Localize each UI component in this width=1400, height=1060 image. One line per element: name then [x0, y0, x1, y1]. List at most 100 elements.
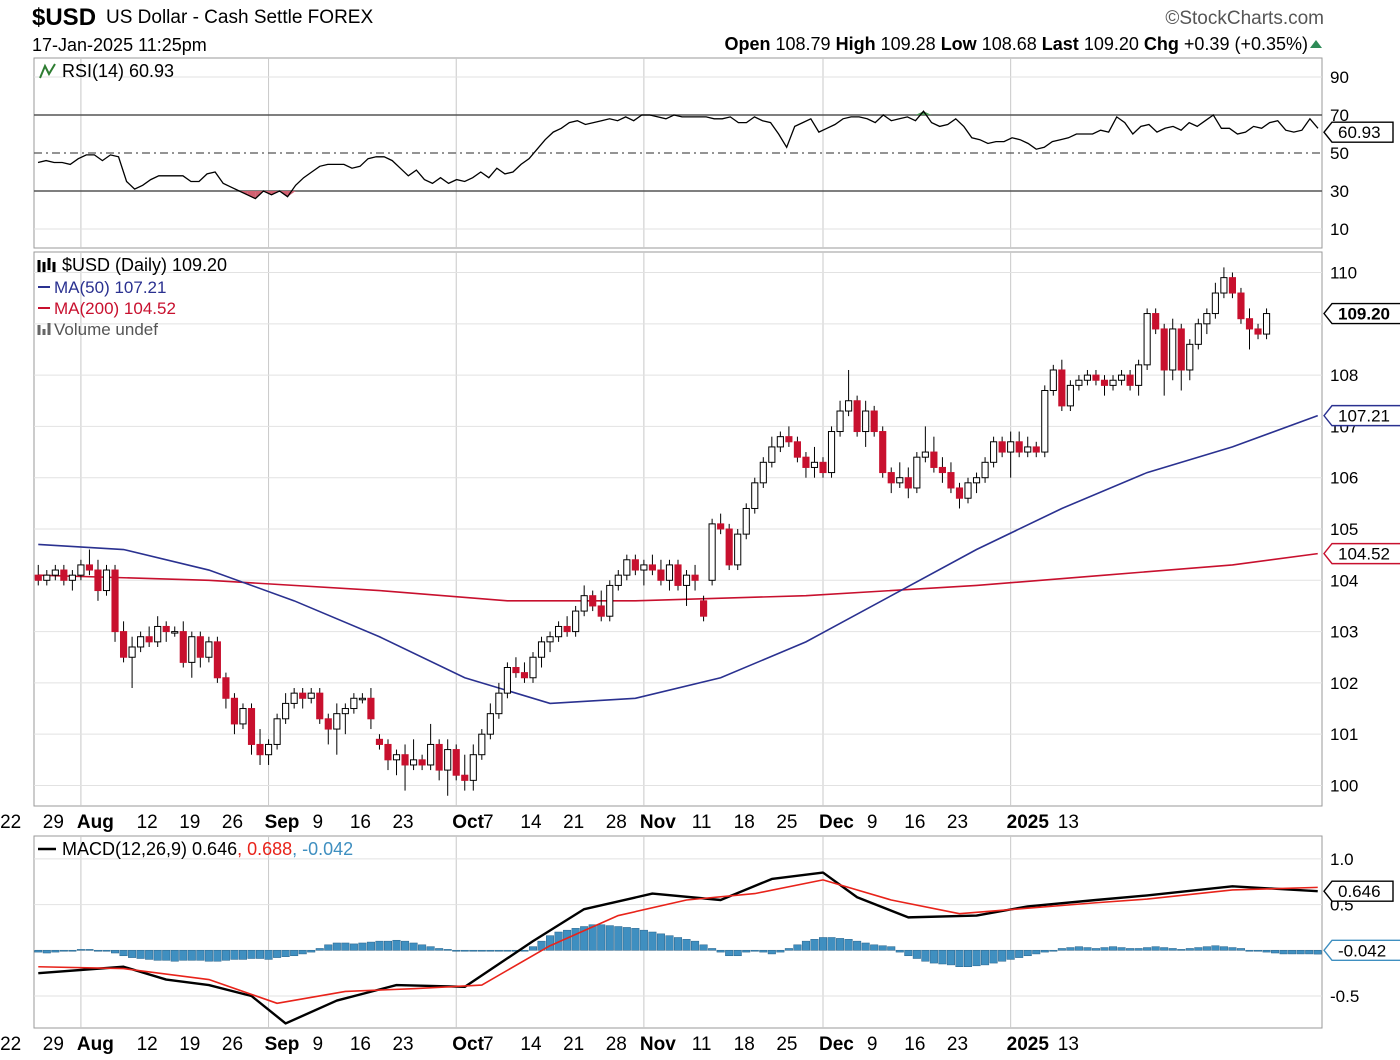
candle-body-up [358, 697, 366, 701]
candle-body-down [401, 754, 409, 766]
price-value-tag-box [1323, 302, 1400, 325]
candle-body-down [162, 625, 170, 633]
candle-body-up [1066, 384, 1074, 407]
macd-histogram-bar [349, 943, 358, 951]
candle-body-up [290, 692, 298, 704]
candle-body-down [955, 487, 964, 499]
macd-value-tag-text: 0.646 [1338, 882, 1381, 901]
candle [657, 559, 665, 586]
macd-histogram-bar [435, 948, 444, 951]
candle-body-down [853, 400, 861, 433]
candle [1186, 339, 1194, 381]
macd-histogram-bar [426, 946, 435, 951]
candle-body-up [845, 400, 853, 412]
candle-body-up [665, 564, 674, 581]
candle-body-down [324, 718, 332, 730]
candle-body-up [1211, 292, 1219, 315]
candle [264, 739, 273, 765]
candle-body-down [819, 461, 827, 474]
x-axis-top-label: 7 [483, 812, 494, 833]
rsi-tick-label: 90 [1330, 68, 1349, 87]
price-tick-label: 106 [1330, 469, 1358, 488]
candle-body-up [1220, 277, 1228, 294]
candle-body-up [776, 436, 784, 448]
legend-entry: MA(50) 107.21 [54, 278, 166, 297]
candle-body-up [392, 754, 401, 761]
macd-histogram-bar [383, 940, 393, 951]
macd-histogram-bar [162, 950, 171, 961]
candle [162, 621, 170, 642]
candle-body-up [43, 574, 51, 581]
macd-histogram-bar [187, 950, 196, 961]
macd-histogram-bar [324, 944, 333, 951]
candle-body-up [264, 743, 273, 756]
candle-body-up [188, 636, 196, 663]
candle [708, 518, 716, 586]
stockcharts-logo[interactable]: ©StockCharts.com [1165, 8, 1324, 29]
candle [1160, 323, 1168, 396]
candle [623, 554, 631, 581]
x-axis-bottom-label: 13 [1058, 1034, 1079, 1055]
x-axis-top-label: 12 [137, 812, 158, 833]
candle [316, 688, 324, 724]
macd-histogram-bar [614, 926, 623, 951]
x-axis-top-label: 2025 [1007, 812, 1050, 833]
candle [1262, 308, 1271, 340]
x-axis-bottom-label: 23 [392, 1034, 413, 1055]
macd-histogram-bar [1151, 946, 1160, 951]
symbol: $USD [32, 4, 97, 31]
candle-body-up [546, 636, 554, 643]
candle [862, 400, 870, 447]
macd-histogram-bar [1228, 947, 1237, 951]
macd-histogram-bar [571, 928, 580, 951]
x-axis-top-label: 29 [43, 812, 64, 833]
price-value-tag: 104.52 [1323, 542, 1400, 565]
macd-histogram-bar [238, 950, 247, 960]
instrument-description: US Dollar - Cash Settle FOREX [106, 7, 374, 28]
x-axis-top-label: Sep [265, 812, 300, 833]
x-axis-top-label: 21 [563, 812, 584, 833]
candle [239, 703, 247, 730]
macd-histogram-bar [1211, 945, 1220, 951]
open-value: 108.79 [775, 34, 831, 54]
macd-histogram-bar [1177, 949, 1186, 951]
macd-histogram-bar [1040, 950, 1049, 953]
candle [546, 631, 554, 653]
macd-histogram-bar [1023, 950, 1032, 957]
price-tick-label: 100 [1330, 776, 1358, 795]
candle-body-up [154, 625, 162, 643]
macd-histogram-bar [1185, 948, 1194, 951]
candle-body-up [990, 441, 998, 463]
macd-histogram-bar [708, 948, 717, 951]
macd-histogram-bar [443, 949, 452, 951]
macd-histogram-bar [1245, 950, 1254, 952]
signal-line [38, 879, 1318, 1005]
macd-histogram-bar [401, 940, 410, 951]
candle-body-up [964, 482, 972, 499]
candle-body-up [486, 713, 494, 735]
open-label: Open [724, 34, 771, 54]
macd-histogram-bar [34, 950, 43, 953]
candle [1100, 375, 1109, 396]
candle-body-up [1007, 441, 1015, 453]
macd-histogram-bar [1313, 950, 1322, 955]
candle [759, 457, 767, 488]
macd-histogram-bar [1100, 947, 1109, 951]
candle [998, 436, 1006, 458]
candle [947, 462, 955, 494]
candle [1220, 267, 1228, 299]
macd-histogram-bar [818, 937, 828, 951]
candle [597, 590, 605, 622]
macd-histogram-bar [392, 939, 401, 951]
price-tick-label: 104 [1330, 571, 1358, 590]
macd-histogram-bar [895, 950, 904, 953]
x-axis-bottom-label: 21 [563, 1034, 584, 1055]
candle [247, 703, 256, 755]
candle [537, 636, 546, 668]
candle [827, 426, 836, 478]
macd-line [38, 871, 1318, 1025]
candle-legend-icon [37, 258, 56, 272]
macd-histogram-bar [810, 939, 819, 951]
macd-histogram-bar [119, 950, 128, 957]
